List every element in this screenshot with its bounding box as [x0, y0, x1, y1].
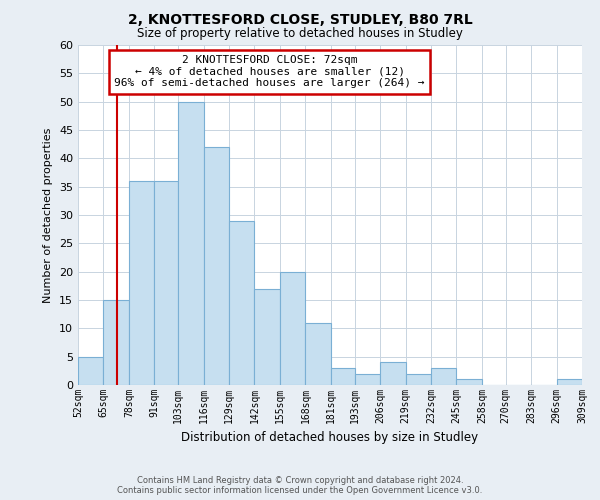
- Text: Contains HM Land Registry data © Crown copyright and database right 2024.
Contai: Contains HM Land Registry data © Crown c…: [118, 476, 482, 495]
- Bar: [431, 368, 457, 385]
- Bar: [280, 272, 305, 385]
- Bar: [203, 147, 229, 385]
- Bar: [229, 220, 254, 385]
- Bar: [305, 322, 331, 385]
- X-axis label: Distribution of detached houses by size in Studley: Distribution of detached houses by size …: [181, 432, 479, 444]
- Bar: [406, 374, 431, 385]
- Bar: [78, 356, 103, 385]
- Bar: [355, 374, 380, 385]
- Y-axis label: Number of detached properties: Number of detached properties: [43, 128, 53, 302]
- Text: 2 KNOTTESFORD CLOSE: 72sqm
← 4% of detached houses are smaller (12)
96% of semi-: 2 KNOTTESFORD CLOSE: 72sqm ← 4% of detac…: [114, 55, 425, 88]
- Bar: [254, 288, 280, 385]
- Text: 2, KNOTTESFORD CLOSE, STUDLEY, B80 7RL: 2, KNOTTESFORD CLOSE, STUDLEY, B80 7RL: [128, 12, 472, 26]
- Bar: [103, 300, 129, 385]
- Bar: [457, 380, 482, 385]
- Text: Size of property relative to detached houses in Studley: Size of property relative to detached ho…: [137, 28, 463, 40]
- Bar: [380, 362, 406, 385]
- Bar: [129, 181, 154, 385]
- Bar: [154, 181, 178, 385]
- Bar: [557, 380, 582, 385]
- Bar: [331, 368, 355, 385]
- Bar: [178, 102, 203, 385]
